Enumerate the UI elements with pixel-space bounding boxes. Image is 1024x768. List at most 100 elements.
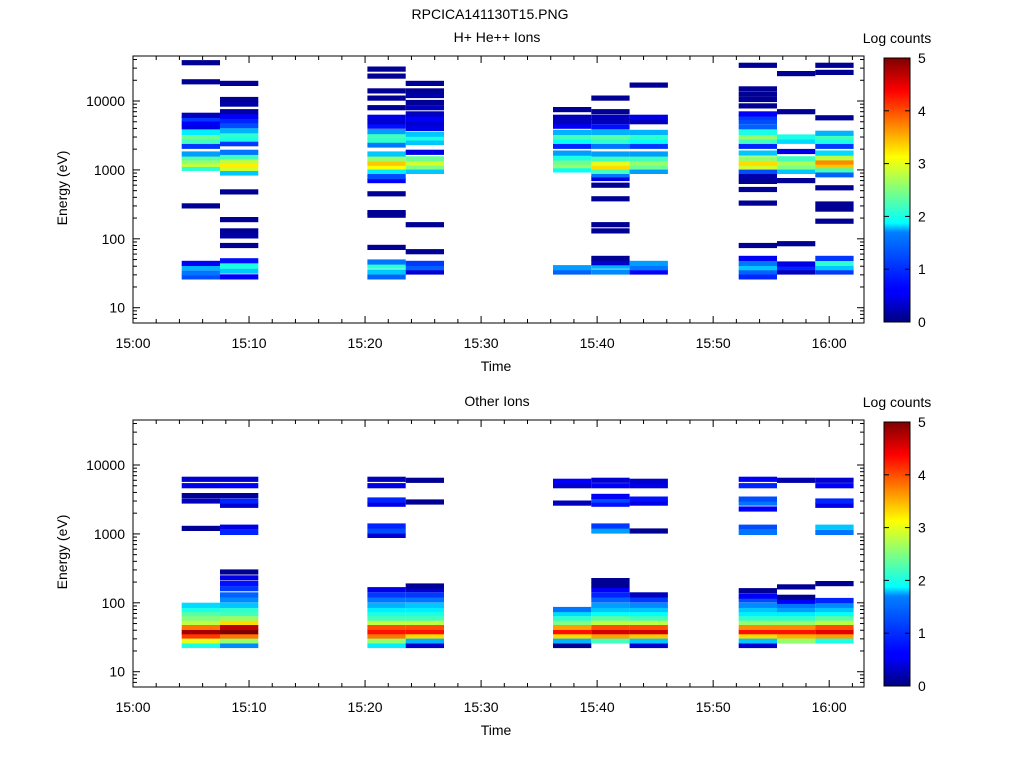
panel-2-cell	[777, 629, 816, 635]
panel-1-cell	[777, 160, 816, 166]
panel-2-cell	[553, 629, 592, 635]
panel-2-cell	[738, 500, 777, 506]
panel-2-cell	[181, 615, 220, 621]
panel-2-cell	[553, 500, 592, 506]
panel-1-cell	[738, 260, 777, 266]
panel-2-cell	[181, 619, 220, 625]
panel-2-cell	[553, 478, 592, 484]
panel-2-cell	[815, 524, 854, 530]
panel-1-cell	[738, 265, 777, 271]
panel-2-cell	[405, 477, 444, 483]
panel-2-cell	[367, 619, 406, 625]
colorbar-tick-label: 3	[918, 520, 926, 536]
x-tick-label: 15:00	[115, 699, 150, 715]
panel-1-cell	[181, 134, 220, 140]
panel-2-cell	[591, 528, 630, 534]
y-tick-label: 100	[102, 231, 126, 247]
panel-1-cell	[553, 163, 592, 169]
panel-2-cell	[591, 523, 630, 529]
panel-1-cell	[405, 222, 444, 228]
panel-2-cell	[738, 606, 777, 613]
panel-1-cell	[629, 160, 668, 166]
panel-1-cell	[738, 200, 777, 206]
panel-1-cell	[367, 142, 406, 148]
panel-1-cell	[629, 129, 668, 135]
panel-2-cell	[815, 610, 854, 617]
panel-2-cell	[553, 619, 592, 625]
panel-2-cell	[405, 610, 444, 617]
panel-1-cell	[591, 182, 630, 188]
panel-1-colorbar-label: Log counts	[863, 30, 932, 46]
x-tick-label: 15:40	[580, 699, 615, 715]
panel-2-cell	[181, 624, 220, 630]
panel-2-cell	[815, 602, 854, 608]
y-tick-label: 1000	[94, 162, 125, 178]
panel-2-cell	[738, 476, 777, 482]
panel-2-plot: 15:00 15:10 15:20 15:30 15:40 15:50 16:00 10 100…	[86, 419, 865, 715]
panel-1-cell	[553, 150, 592, 156]
panel-1-cell	[738, 91, 777, 97]
panel-1-cell	[738, 156, 777, 162]
colorbar-tick-label: 1	[918, 261, 926, 277]
panel-1-cell	[220, 165, 259, 171]
panel-1-cell	[815, 265, 854, 271]
panel-2-title: Other Ions	[464, 393, 529, 409]
panel-2-cell	[777, 610, 816, 617]
panel-2-cell	[220, 569, 259, 575]
panel-1-cell	[738, 114, 777, 120]
panel-1-cell	[738, 186, 777, 193]
panel-2-cell	[405, 606, 444, 613]
panel-1-cell	[367, 210, 406, 216]
panel-1-cell	[815, 201, 854, 207]
panel-2-cell	[591, 493, 630, 499]
panel-2-cell	[220, 586, 259, 592]
panel-1-cell	[629, 82, 668, 88]
panel-2-cell	[591, 633, 630, 639]
panel-1-cell	[367, 151, 406, 157]
panel-1-cell	[367, 263, 406, 269]
panel-1-cell	[777, 261, 816, 267]
panel-1-cell	[777, 241, 816, 247]
panel-1-cell	[405, 269, 444, 275]
panel-1-cell	[777, 148, 816, 155]
panel-1-cell	[181, 60, 220, 66]
panel-1-cell	[405, 249, 444, 255]
panel-2-cell	[777, 594, 816, 600]
panel-2-cell	[815, 615, 854, 621]
panel-1-cell	[591, 164, 630, 170]
panel-1-cell	[405, 116, 444, 122]
panel-2-cell	[629, 602, 668, 608]
panel-2-cell	[181, 610, 220, 617]
panel-1-cell	[629, 265, 668, 271]
panel-1-cell	[367, 73, 406, 79]
panel-1-cell	[367, 269, 406, 275]
panel-2-cell	[629, 528, 668, 534]
x-tick-label: 15:10	[232, 699, 267, 715]
panel-1-cell	[777, 269, 816, 275]
x-tick-label: 15:30	[464, 699, 499, 715]
panel-1-cell	[367, 66, 406, 72]
panel-2-cell	[777, 598, 816, 604]
panel-2-cell	[405, 592, 444, 598]
panel-2-cell	[220, 581, 259, 587]
panel-1-cell	[553, 143, 592, 149]
panel-1-cell	[591, 114, 630, 120]
panel-1-cell	[815, 155, 854, 161]
panel-1-cell	[629, 151, 668, 157]
panel-2-cell	[181, 483, 220, 489]
panel-2-cell	[591, 582, 630, 588]
page-title: RPCICA141130T15.PNG	[412, 6, 569, 22]
panel-2-cell	[591, 602, 630, 608]
panel-2-cell	[181, 629, 220, 635]
panel-1-cell	[405, 139, 444, 146]
panel-1-cell	[591, 156, 630, 162]
panel-2-cell	[738, 629, 777, 635]
panel-1-cell	[591, 255, 630, 261]
panel-1-cell	[220, 118, 259, 124]
panel-2-cell	[591, 629, 630, 635]
panel-2-cell	[738, 633, 777, 639]
panel-2-cell	[220, 502, 259, 508]
panel-1-cell	[591, 138, 630, 144]
panel-1-cell	[591, 119, 630, 125]
panel-1-cell	[367, 168, 406, 174]
